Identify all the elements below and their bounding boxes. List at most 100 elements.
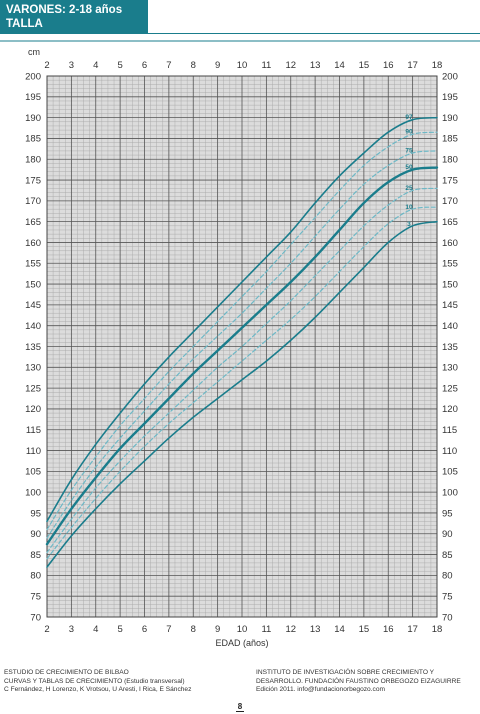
x-tick-label-top: 8 bbox=[191, 60, 196, 71]
footer-right: INSTITUTO DE INVESTIGACIÓN SOBRE CRECIMI… bbox=[256, 669, 461, 695]
y-tick-label-left: 130 bbox=[25, 363, 41, 374]
x-tick-label-top: 13 bbox=[310, 60, 321, 71]
y-tick-label-right: 100 bbox=[442, 487, 458, 498]
x-tick-label-bottom: 2 bbox=[44, 624, 49, 635]
y-tick-label-left: 140 bbox=[25, 321, 41, 332]
y-tick-label-left: 180 bbox=[25, 155, 41, 166]
plot-frame bbox=[46, 75, 438, 618]
y-tick-label-right: 140 bbox=[442, 321, 458, 332]
x-tick-label-top: 15 bbox=[359, 60, 370, 71]
y-tick-label-left: 135 bbox=[25, 342, 41, 353]
y-tick-label-right: 95 bbox=[442, 508, 453, 519]
y-tick-label-left: 200 bbox=[25, 71, 41, 82]
percentile-curve-p75 bbox=[46, 150, 438, 539]
percentile-curves bbox=[45, 116, 439, 568]
x-tick-label-bottom: 3 bbox=[69, 624, 74, 635]
y-tick-label-left: 150 bbox=[25, 279, 41, 290]
y-tick-label-left: 95 bbox=[30, 508, 41, 519]
x-tick-label-bottom: 7 bbox=[166, 624, 171, 635]
y-tick-label-left: 75 bbox=[30, 591, 41, 602]
footer-left: ESTUDIO DE CRECIMIENTO DE BILBAO CURVAS … bbox=[4, 669, 191, 695]
x-tick-label-bottom: 4 bbox=[93, 624, 98, 635]
x-tick-label-top: 11 bbox=[261, 60, 271, 71]
percentile-curve-p10 bbox=[46, 206, 438, 560]
y-tick-label-left: 110 bbox=[26, 446, 41, 457]
percentile-label-p90: 90 bbox=[405, 129, 413, 136]
y-tick-label-left: 155 bbox=[25, 259, 41, 270]
title-rule bbox=[148, 33, 480, 34]
x-tick-label-bottom: 14 bbox=[334, 624, 345, 635]
footer-right-line: DESARROLLO. FUNDACIÓN FAUSTINO ORBEGOZO … bbox=[256, 677, 461, 685]
y-tick-label-right: 155 bbox=[442, 259, 458, 270]
x-tick-label-bottom: 15 bbox=[359, 624, 370, 635]
y-tick-label-left: 175 bbox=[25, 175, 41, 186]
x-tick-label-bottom: 12 bbox=[285, 624, 296, 635]
x-tick-label-top: 18 bbox=[432, 60, 443, 71]
y-tick-label-right: 165 bbox=[442, 217, 458, 228]
x-tick-label-bottom: 9 bbox=[215, 624, 220, 635]
page-number: 8 bbox=[235, 702, 245, 712]
x-tick-label-bottom: 6 bbox=[142, 624, 147, 635]
x-tick-label-bottom: 5 bbox=[117, 624, 122, 635]
y-tick-label-right: 85 bbox=[442, 550, 453, 561]
y-tick-label-left: 125 bbox=[25, 383, 41, 394]
x-tick-label-top: 9 bbox=[215, 60, 220, 71]
x-tick-label-top: 3 bbox=[69, 60, 74, 71]
y-tick-label-left: 120 bbox=[25, 404, 41, 415]
y-tick-label-left: 195 bbox=[25, 92, 41, 103]
percentile-label-p10: 10 bbox=[405, 204, 413, 211]
y-tick-label-right: 125 bbox=[442, 383, 458, 394]
y-tick-label-left: 190 bbox=[25, 113, 41, 124]
x-tick-label-top: 14 bbox=[334, 60, 345, 71]
y-tick-label-left: 90 bbox=[30, 529, 41, 540]
y-tick-label-left: 105 bbox=[25, 467, 41, 478]
y-tick-label-right: 75 bbox=[442, 591, 453, 602]
x-axis-title: EDAD (años) bbox=[215, 638, 268, 648]
y-tick-label-right: 175 bbox=[442, 175, 458, 186]
chart-title-box: VARONES: 2-18 años TALLA bbox=[0, 0, 148, 34]
x-tick-label-bottom: 18 bbox=[432, 624, 443, 635]
percentile-curve-p25 bbox=[46, 187, 438, 554]
y-tick-label-right: 195 bbox=[442, 92, 458, 103]
percentile-curve-p3 bbox=[46, 220, 438, 568]
x-tick-label-bottom: 17 bbox=[407, 624, 418, 635]
percentile-curve-p50 bbox=[45, 166, 439, 546]
x-tick-label-top: 2 bbox=[44, 60, 49, 71]
y-tick-label-right: 180 bbox=[442, 155, 458, 166]
y-tick-label-right: 115 bbox=[442, 425, 457, 436]
percentile-curve-p97 bbox=[46, 116, 438, 523]
percentile-label-p25: 25 bbox=[405, 185, 413, 192]
x-tick-label-top: 5 bbox=[117, 60, 122, 71]
y-tick-label-right: 200 bbox=[442, 71, 458, 82]
y-tick-label-right: 110 bbox=[442, 446, 457, 457]
page-number-wrap: 8 bbox=[0, 702, 480, 712]
percentile-label-p97: 97 bbox=[405, 114, 413, 121]
y-tick-label-left: 165 bbox=[25, 217, 41, 228]
footer-left-line: CURVAS Y TABLAS DE CRECIMIENTO (Estudio … bbox=[4, 677, 185, 685]
footer-left-line: C Fernández, H Lorenzo, K Vrotsou, U Are… bbox=[4, 686, 192, 694]
x-tick-label-top: 16 bbox=[383, 60, 394, 71]
growth-chart: 97 90 75 50 25 10 3 2 2 3 3 4 4 5 5 6 6 7 7 8 8 9 9 10 10 11 11 12… bbox=[0, 40, 480, 648]
y-tick-label-right: 170 bbox=[442, 196, 458, 207]
x-tick-label-top: 6 bbox=[142, 60, 147, 71]
y-tick-label-left: 185 bbox=[25, 134, 41, 145]
y-tick-label-right: 90 bbox=[442, 529, 453, 540]
y-tick-label-right: 130 bbox=[442, 363, 458, 374]
x-tick-label-top: 17 bbox=[407, 60, 418, 71]
percentile-label-p50: 50 bbox=[405, 164, 413, 171]
y-tick-label-right: 70 bbox=[442, 612, 453, 623]
x-tick-label-bottom: 10 bbox=[237, 624, 248, 635]
x-tick-label-bottom: 16 bbox=[383, 624, 394, 635]
footer-left-line: ESTUDIO DE CRECIMIENTO DE BILBAO bbox=[4, 669, 129, 676]
y-tick-label-right: 150 bbox=[442, 279, 458, 290]
axis-ticks: 2 2 3 3 4 4 5 5 6 6 7 7 8 8 9 9 10 10 11 11 12 12 13 13 14 14 15 15… bbox=[25, 60, 458, 635]
y-tick-label-right: 120 bbox=[442, 404, 458, 415]
y-tick-label-right: 190 bbox=[442, 113, 458, 124]
percentile-label-p3: 3 bbox=[407, 221, 411, 228]
x-tick-label-top: 10 bbox=[237, 60, 248, 71]
x-tick-label-top: 12 bbox=[285, 60, 296, 71]
y-tick-label-right: 185 bbox=[442, 134, 458, 145]
y-axis-unit-label: cm bbox=[28, 47, 40, 57]
footer-right-line: INSTITUTO DE INVESTIGACIÓN SOBRE CRECIMI… bbox=[256, 669, 435, 676]
y-tick-label-left: 70 bbox=[30, 612, 41, 623]
